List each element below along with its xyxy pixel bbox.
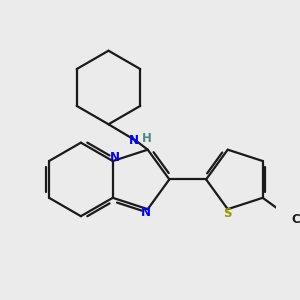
Text: N: N xyxy=(141,206,151,219)
Text: N: N xyxy=(110,151,120,164)
Text: S: S xyxy=(224,207,232,220)
Text: N: N xyxy=(129,134,139,147)
Text: Cl: Cl xyxy=(292,213,300,226)
Text: H: H xyxy=(142,133,152,146)
